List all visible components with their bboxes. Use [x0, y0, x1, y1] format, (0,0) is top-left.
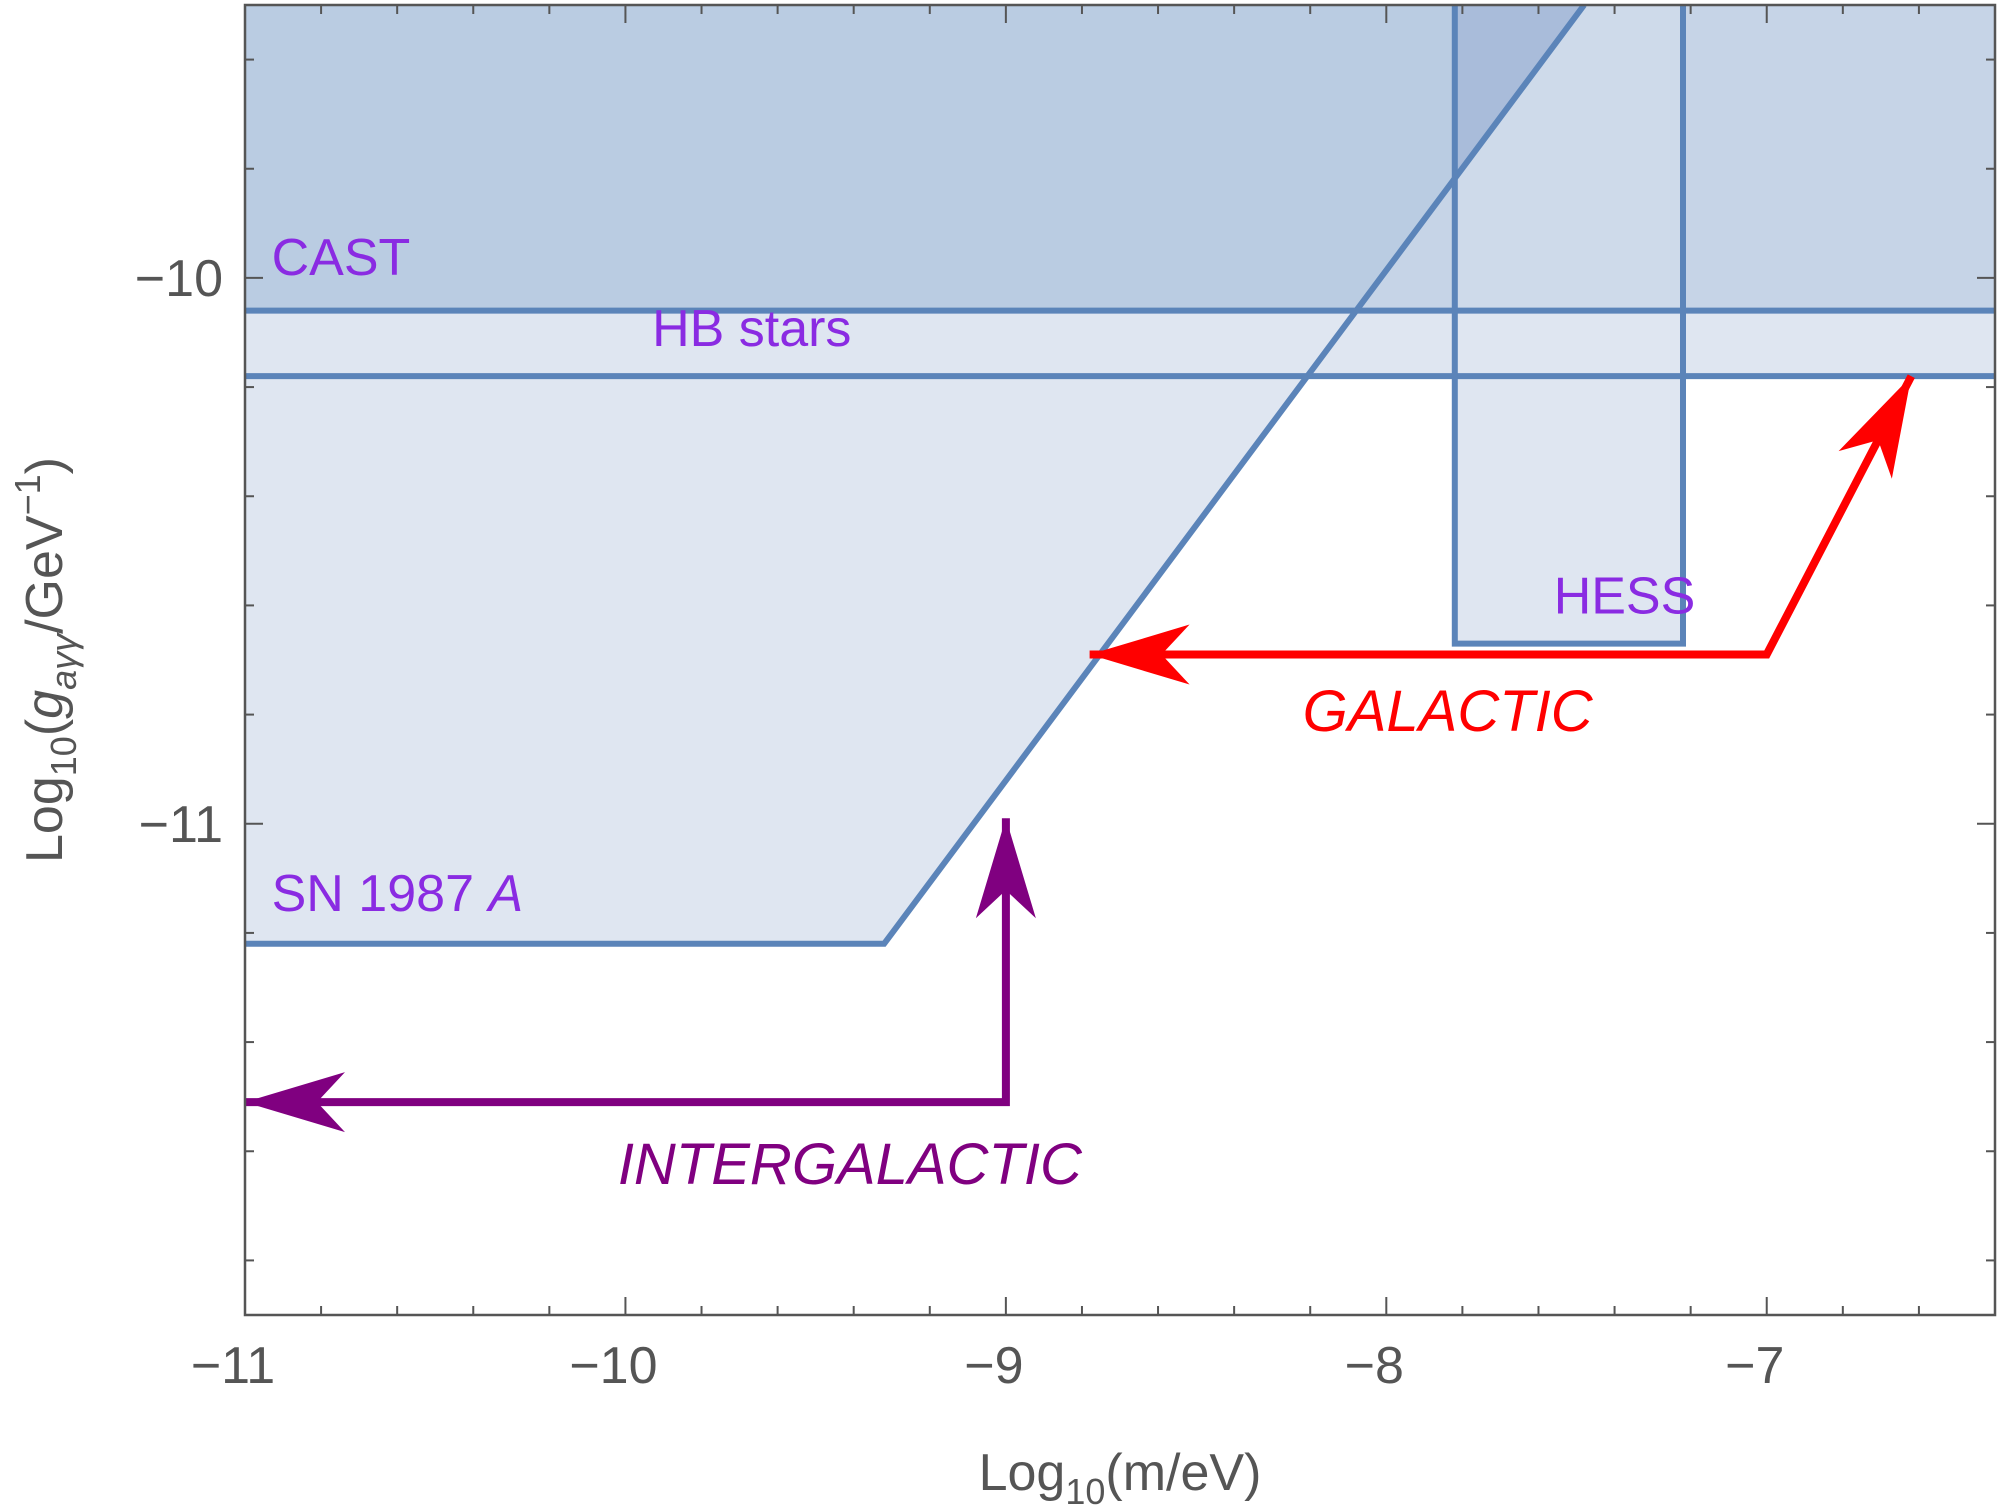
sn1987a-boundary-line	[245, 5, 1587, 947]
y-axis-title-g: g	[16, 690, 74, 719]
y-axis-title-base: Log	[16, 776, 74, 863]
x-tick-label: −8	[1345, 1337, 1404, 1395]
x-tick-label: −10	[569, 1337, 657, 1395]
intergalactic-arrow-shaft	[245, 818, 1010, 1107]
exclusion-regions	[245, 5, 1995, 947]
galactic-arrow-shaft	[1089, 374, 1915, 659]
galactic-label: GALACTIC	[1303, 679, 1594, 744]
sn1987a-label: SN 1987 A	[272, 865, 524, 923]
y-axis-title-close: )	[16, 457, 74, 474]
cast-label: CAST	[272, 229, 411, 287]
sn1987a-label-main: SN 1987	[272, 865, 489, 923]
y-axis-ticks: −11 −10	[135, 58, 1995, 1262]
x-axis-title-rest: (m/eV)	[1105, 1444, 1261, 1502]
y-tick-label: −10	[135, 250, 223, 308]
y-axis-title-unit: /GeV	[16, 515, 74, 634]
hb-stars-label: HB stars	[652, 300, 851, 358]
x-axis-title-sub: 10	[1065, 1471, 1105, 1507]
arrows	[245, 374, 1915, 1133]
x-axis-title: Log10(m/eV)	[979, 1444, 1262, 1507]
x-axis-title-base: Log	[979, 1444, 1066, 1502]
x-tick-label: −9	[964, 1337, 1023, 1395]
hess-label: HESS	[1554, 568, 1696, 626]
intergalactic-arrowhead-up	[975, 818, 1036, 919]
x-tick-label: −7	[1725, 1337, 1784, 1395]
x-axis-ticks: −11 −10 −9 −8 −7	[191, 5, 1996, 1395]
galactic-arrowhead-left	[1089, 624, 1190, 685]
y-axis-title-sup: −1	[7, 474, 48, 515]
cast-hess-sn-overlap-region	[245, 5, 1585, 311]
y-axis-title-open: (	[16, 718, 74, 736]
y-axis-title-sub: 10	[43, 736, 84, 776]
plot-frame	[243, 3, 1997, 1317]
galactic-arrowhead-up	[1838, 376, 1912, 479]
y-axis-title: Log10(gaγγ/GeV−1)	[7, 457, 84, 863]
y-axis-title-gsub: aγγ	[43, 632, 84, 690]
hess-boundary-line	[1451, 5, 1686, 647]
region-labels: CAST HB stars SN 1987 A HESS GALACTIC IN…	[272, 229, 1696, 1197]
intergalactic-arrowhead-left	[245, 1072, 345, 1133]
intergalactic-label: INTERGALACTIC	[618, 1132, 1083, 1197]
x-tick-label: −11	[191, 1337, 275, 1395]
y-tick-label: −11	[139, 796, 223, 854]
sn1987a-label-italic: A	[485, 865, 523, 923]
